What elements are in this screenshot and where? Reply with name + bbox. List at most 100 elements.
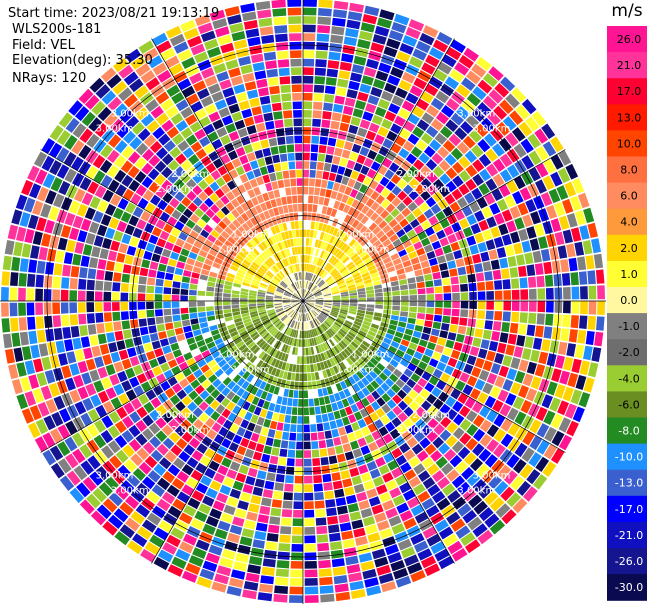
- velocity-gate: [263, 364, 271, 373]
- velocity-gate: [285, 307, 293, 313]
- velocity-gate: [280, 334, 286, 342]
- velocity-gate: [155, 316, 164, 325]
- velocity-gate: [290, 311, 296, 318]
- velocity-gate: [392, 290, 400, 296]
- velocity-gate: [105, 364, 116, 376]
- velocity-gate: [207, 234, 217, 243]
- velocity-gate: [500, 433, 514, 448]
- velocity-gate: [364, 218, 374, 228]
- velocity-gate: [309, 407, 315, 415]
- velocity-gate: [386, 192, 396, 203]
- velocity-gate: [445, 339, 455, 349]
- velocity-gate: [447, 490, 461, 503]
- velocity-gate: [580, 286, 588, 300]
- velocity-gate: [546, 353, 557, 367]
- velocity-gate: [329, 314, 337, 320]
- velocity-gate: [317, 268, 324, 276]
- velocity-gate: [266, 346, 273, 354]
- velocity-gate: [291, 329, 296, 338]
- velocity-gate: [585, 330, 595, 346]
- velocity-gate: [303, 313, 306, 322]
- velocity-gate: [233, 337, 243, 345]
- velocity-gate: [194, 384, 205, 395]
- velocity-gate: [229, 524, 243, 535]
- velocity-gate: [328, 376, 335, 386]
- velocity-gate: [267, 270, 275, 277]
- velocity-gate: [410, 533, 425, 545]
- velocity-gate: [160, 362, 170, 373]
- velocity-gate: [118, 243, 129, 254]
- velocity-gate: [274, 359, 281, 368]
- velocity-gate: [28, 259, 38, 273]
- velocity-gate: [348, 286, 357, 291]
- velocity-gate: [277, 286, 285, 292]
- velocity-gate: [64, 134, 78, 150]
- velocity-gate: [134, 171, 147, 184]
- velocity-gate: [221, 350, 231, 359]
- velocity-gate: [322, 287, 330, 293]
- velocity-gate: [186, 477, 199, 489]
- velocity-gate: [204, 258, 214, 266]
- velocity-gate: [266, 293, 274, 297]
- velocity-gate: [355, 536, 368, 546]
- velocity-gate: [221, 397, 231, 408]
- velocity-gate: [467, 318, 476, 328]
- velocity-gate: [304, 467, 313, 475]
- velocity-gate: [261, 453, 271, 463]
- velocity-gate: [136, 219, 147, 230]
- velocity-gate: [322, 370, 328, 379]
- velocity-gate: [304, 552, 317, 561]
- velocity-gate: [554, 384, 566, 399]
- velocity-gate: [382, 433, 394, 444]
- velocity-gate: [23, 197, 36, 213]
- velocity-gate: [375, 243, 385, 252]
- velocity-gate: [214, 257, 223, 265]
- velocity-gate: [16, 393, 29, 410]
- velocity-gate: [323, 262, 330, 270]
- velocity-gate: [249, 311, 258, 316]
- velocity-gate: [228, 442, 239, 453]
- velocity-gate: [529, 435, 543, 451]
- velocity-gate: [2, 333, 13, 349]
- velocity-gate: [276, 322, 283, 329]
- velocity-gate: [357, 39, 371, 50]
- velocity-gate: [587, 316, 596, 330]
- velocity-gate: [293, 293, 300, 299]
- velocity-gate: [522, 214, 533, 228]
- velocity-gate: [118, 393, 130, 405]
- velocity-gate: [248, 329, 257, 336]
- velocity-gate: [405, 27, 421, 40]
- velocity-gate: [455, 525, 471, 539]
- velocity-gate: [482, 329, 492, 340]
- velocity-gate: [306, 303, 313, 309]
- velocity-gate: [97, 333, 107, 345]
- velocity-gate: [108, 134, 122, 148]
- velocity-gate: [298, 382, 303, 390]
- velocity-gate: [439, 429, 452, 442]
- velocity-gate: [528, 167, 541, 182]
- velocity-gate: [307, 381, 313, 390]
- velocity-gate: [338, 284, 347, 289]
- velocity-gate: [347, 216, 356, 226]
- velocity-gate: [390, 66, 404, 79]
- velocity-gate: [357, 235, 366, 244]
- velocity-gate: [348, 289, 357, 294]
- velocity-gate: [356, 262, 365, 269]
- velocity-gate: [478, 369, 490, 382]
- colorbar-tick-label: 6.0: [620, 190, 638, 203]
- velocity-gate: [69, 487, 85, 504]
- velocity-gate: [341, 305, 349, 308]
- velocity-gate: [307, 299, 315, 301]
- velocity-gate: [311, 338, 315, 346]
- velocity-gate: [469, 291, 477, 300]
- velocity-gate: [358, 301, 366, 304]
- velocity-gate: [156, 498, 171, 512]
- velocity-gate: [431, 152, 444, 165]
- velocity-gate: [462, 226, 473, 238]
- velocity-gate: [331, 307, 340, 311]
- velocity-gate: [360, 238, 369, 247]
- velocity-gate: [275, 474, 285, 483]
- velocity-gate: [343, 168, 353, 178]
- velocity-gate: [378, 62, 392, 74]
- velocity-gate: [452, 175, 464, 188]
